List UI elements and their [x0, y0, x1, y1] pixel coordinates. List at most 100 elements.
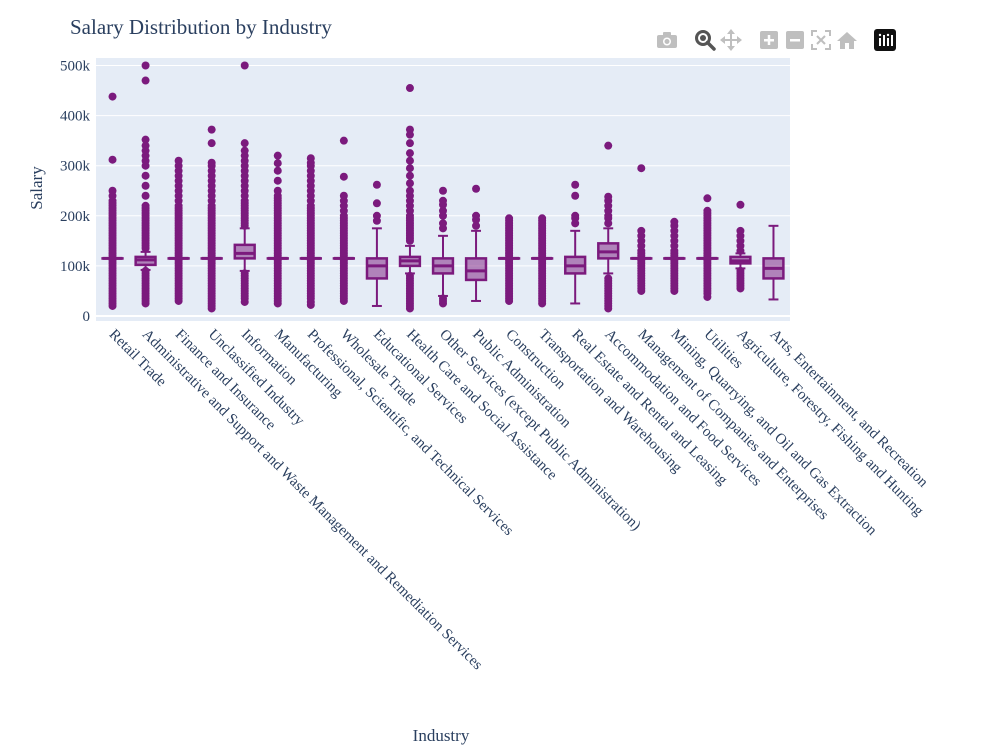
box-trace [729, 200, 752, 293]
outlier-point [405, 186, 414, 195]
outlier-point [141, 181, 150, 190]
box-trace [464, 184, 488, 302]
box-trace [564, 180, 587, 305]
box-trace [597, 141, 620, 313]
box-trace [762, 224, 785, 301]
box-iqr [233, 243, 256, 260]
zoom-out-icon[interactable] [784, 29, 806, 51]
x-tick-label: Arts, Entertainment, and Recreation [767, 327, 932, 492]
y-tick-label: 500k [60, 59, 91, 75]
y-tick-label: 0 [83, 309, 91, 325]
autoscale-icon[interactable] [810, 29, 832, 51]
outlier-point [207, 158, 216, 167]
box-trace [101, 92, 124, 310]
outlier-point [439, 206, 447, 215]
box-trace [696, 194, 719, 301]
outlier-point [273, 176, 282, 185]
outlier-point [439, 196, 447, 205]
outlier-point [207, 125, 216, 134]
pan-icon[interactable] [720, 29, 742, 51]
y-tick-label: 300k [60, 159, 91, 175]
outlier-point [472, 184, 481, 193]
outlier-point [604, 141, 613, 150]
box-trace [497, 214, 521, 305]
box-trace [431, 186, 455, 308]
outlier-point [273, 166, 282, 175]
outlier-point [405, 84, 414, 93]
box-trace [200, 125, 223, 313]
y-tick-label: 200k [60, 209, 91, 225]
outlier-point [141, 141, 150, 150]
plotly-logo-icon[interactable] [874, 29, 896, 51]
outlier-point [108, 186, 117, 195]
box-iqr [464, 257, 488, 282]
box-trace [233, 61, 256, 306]
outlier-point [108, 92, 117, 101]
outlier-point [604, 274, 613, 283]
zoom-in-icon[interactable] [758, 29, 780, 51]
outlier-point [141, 201, 150, 210]
outlier-point [405, 156, 414, 165]
zoom-icon[interactable] [694, 29, 716, 51]
outlier-point [405, 139, 414, 148]
reset-axes-icon[interactable] [836, 29, 858, 51]
outlier-point [604, 192, 613, 201]
outlier-point [405, 171, 414, 180]
outlier-point [339, 191, 348, 200]
outlier-point [273, 186, 282, 195]
outlier-point [472, 211, 481, 220]
outlier-point [372, 199, 381, 208]
box-trace [134, 61, 157, 308]
outlier-point [141, 191, 150, 200]
outlier-point [571, 211, 580, 220]
outlier-point [240, 139, 249, 148]
outlier-point [439, 186, 447, 195]
outlier-point [405, 125, 414, 134]
outlier-point [505, 214, 514, 223]
y-tick-label: 400k [60, 109, 91, 125]
outlier-point [240, 61, 249, 70]
box-trace [332, 136, 356, 305]
outlier-point [703, 194, 712, 203]
outlier-point [439, 219, 447, 228]
box-trace [630, 164, 653, 295]
y-tick-label: 100k [60, 259, 91, 275]
y-axis-title: Salary [27, 166, 46, 210]
box-iqr [365, 257, 389, 280]
outlier-point [571, 191, 580, 200]
outlier-point [273, 151, 282, 160]
outlier-point [141, 135, 150, 144]
x-axis-title: Industry [413, 726, 470, 745]
outlier-point [141, 76, 150, 85]
modebar [656, 26, 900, 54]
outlier-point [703, 206, 712, 215]
outlier-point [637, 164, 646, 173]
outlier-point [108, 155, 117, 164]
box-trace [530, 214, 554, 308]
outlier-point [372, 180, 381, 189]
outlier-point [405, 164, 414, 173]
outlier-point [372, 211, 381, 220]
outlier-point [174, 156, 183, 165]
outlier-point [736, 226, 745, 235]
outlier-point [405, 179, 414, 188]
outlier-point [405, 149, 414, 158]
outlier-point [670, 217, 679, 226]
outlier-point [472, 221, 481, 230]
box-trace [365, 180, 389, 307]
outlier-point [339, 136, 348, 145]
outlier-point [306, 154, 315, 163]
chart-title: Salary Distribution by Industry [70, 15, 332, 39]
box-trace [663, 217, 686, 295]
outlier-point [538, 214, 547, 223]
outlier-point [637, 226, 646, 235]
camera-icon[interactable] [656, 29, 678, 51]
box-trace [167, 156, 190, 305]
outlier-point [141, 61, 150, 70]
outlier-point [141, 171, 150, 180]
box-trace [266, 151, 289, 308]
outlier-point [207, 139, 216, 148]
box-trace [299, 154, 322, 309]
outlier-point [240, 146, 249, 155]
